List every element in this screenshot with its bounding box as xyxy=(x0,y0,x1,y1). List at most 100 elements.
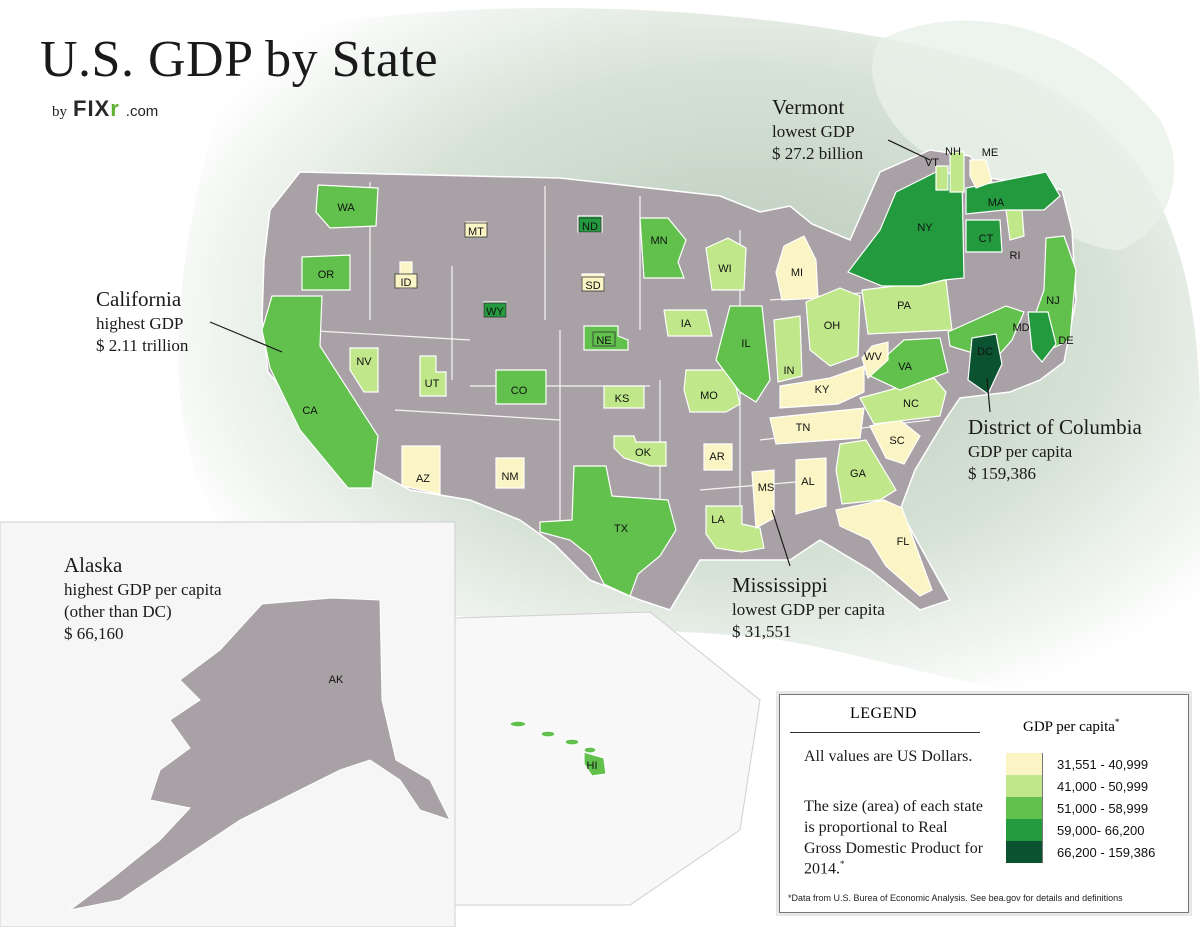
state-OK xyxy=(613,435,667,467)
state-label-IL: IL xyxy=(741,338,750,350)
state-KY xyxy=(779,365,865,409)
state-MA xyxy=(965,171,1061,215)
state-label-FL: FL xyxy=(897,536,910,548)
state-MD xyxy=(947,305,1025,357)
state-label-PA: PA xyxy=(897,300,912,312)
state-label-TN: TN xyxy=(796,422,811,434)
brand-main: FIX xyxy=(73,96,111,121)
state-label-ND: ND xyxy=(582,221,598,233)
state-OR xyxy=(301,254,351,291)
state-label-CA: CA xyxy=(302,405,318,417)
state-label-AZ: AZ xyxy=(416,473,430,485)
state-label-IA: IA xyxy=(681,318,692,330)
state-label-MI: MI xyxy=(791,267,803,279)
state-label-NC: NC xyxy=(903,398,919,410)
state-label-MA: MA xyxy=(988,197,1005,209)
state-label-CT: CT xyxy=(979,233,994,245)
callout-alaska-head: Alaska xyxy=(64,553,123,577)
state-KS xyxy=(603,385,645,409)
callout-alaska-line1: highest GDP per capita xyxy=(64,580,222,600)
state-label-LA: LA xyxy=(711,514,725,526)
legend-gdp-title-mark: * xyxy=(1114,717,1120,727)
state-label-NV: NV xyxy=(356,356,372,368)
legend-item: 51,000 - 58,999 xyxy=(1006,797,1155,819)
state-label-NM: NM xyxy=(501,471,518,483)
states-layer xyxy=(261,151,1077,777)
state-AZ xyxy=(401,445,441,495)
legend-item: 31,551 - 40,999 xyxy=(1006,753,1155,775)
legend-gdp-title: GDP per capita* xyxy=(1023,717,1119,736)
state-CO xyxy=(495,369,547,405)
brand-domain: .com xyxy=(125,103,159,120)
state-AL xyxy=(795,457,827,515)
legend-gdp-title-text: GDP per capita xyxy=(1023,719,1115,735)
callout-mississippi-head: Mississippi xyxy=(732,573,828,597)
state-label-TX: TX xyxy=(614,523,629,535)
label-box-WY xyxy=(483,302,507,318)
state-label-RI: RI xyxy=(1010,250,1021,262)
legend-note-units: All values are US Dollars. xyxy=(804,748,973,765)
legend-title: LEGEND xyxy=(850,705,917,722)
legend-item: 66,200 - 159,386 xyxy=(1006,841,1155,863)
state-label-AR: AR xyxy=(709,451,724,463)
state-FL xyxy=(835,499,933,597)
callout-mississippi: Mississippi lowest GDP per capita $ 31,5… xyxy=(732,572,885,643)
hawaii-inset xyxy=(454,611,761,906)
legend-swatch xyxy=(1006,775,1043,797)
state-WA xyxy=(315,184,379,229)
brand-logo: FIXr xyxy=(73,96,120,122)
state-label-MN: MN xyxy=(650,235,667,247)
alaska-landmass xyxy=(69,597,451,911)
state-label-ID: ID xyxy=(401,277,412,289)
label-box-NE xyxy=(592,331,616,347)
callout-california: California highest GDP $ 2.11 trillion xyxy=(96,286,188,357)
callout-california-line2: $ 2.11 trillion xyxy=(96,336,189,356)
legend-item-label: 31,551 - 40,999 xyxy=(1057,756,1149,772)
state-TN xyxy=(769,407,865,445)
callout-vermont-head: Vermont xyxy=(772,95,845,119)
state-label-WA: WA xyxy=(337,202,355,214)
legend-item: 59,000- 66,200 xyxy=(1006,819,1155,841)
legend-rule xyxy=(790,732,980,733)
callout-alaska-line3: $ 66,160 xyxy=(64,624,124,644)
state-label-AK: AK xyxy=(329,674,344,686)
state-label-UT: UT xyxy=(425,378,440,390)
state-CT xyxy=(965,219,1003,253)
state-label-GA: GA xyxy=(850,468,867,480)
state-NM xyxy=(495,457,525,489)
legend-note-size: The size (area) of each state is proport… xyxy=(804,797,984,881)
legend-items: 31,551 - 40,999 41,000 - 50,999 51,000 - 5… xyxy=(1006,753,1155,863)
state-label-NY: NY xyxy=(917,222,933,234)
state-label-KS: KS xyxy=(615,393,630,405)
state-label-VA: VA xyxy=(898,361,913,373)
state-label-HI: HI xyxy=(587,760,598,772)
legend-note-size-mark: * xyxy=(840,859,845,870)
brand-accent: r xyxy=(110,96,120,121)
legend: LEGEND All values are US Dollars. The si… xyxy=(779,694,1189,913)
state-IL xyxy=(715,305,771,403)
callout-dc-head: District of Columbia xyxy=(968,415,1142,439)
state-label-MD: MD xyxy=(1012,322,1029,334)
state-label-NE: NE xyxy=(596,335,611,347)
label-box-ID xyxy=(394,273,418,289)
callout-mississippi-line2: $ 31,551 xyxy=(732,622,792,642)
state-label-SD: SD xyxy=(585,280,600,292)
legend-swatch xyxy=(1006,797,1043,819)
legend-item-label: 41,000 - 50,999 xyxy=(1057,778,1149,794)
state-label-WV: WV xyxy=(864,351,882,363)
state-UT xyxy=(419,355,447,397)
legend-item-label: 51,000 - 58,999 xyxy=(1057,800,1149,816)
state-DC xyxy=(967,333,1003,395)
legend-swatch xyxy=(1006,841,1043,863)
legend-note-size-text: The size (area) of each state is proport… xyxy=(804,798,984,878)
state-IN xyxy=(773,315,803,383)
state-IA xyxy=(663,309,713,337)
state-GA xyxy=(835,439,897,505)
state-label-MO: MO xyxy=(700,390,718,402)
state-TX xyxy=(539,465,677,597)
label-box-MT xyxy=(464,222,488,238)
state-label-SC: SC xyxy=(889,435,904,447)
state-label-KY: KY xyxy=(815,384,830,396)
state-WI xyxy=(705,237,747,291)
